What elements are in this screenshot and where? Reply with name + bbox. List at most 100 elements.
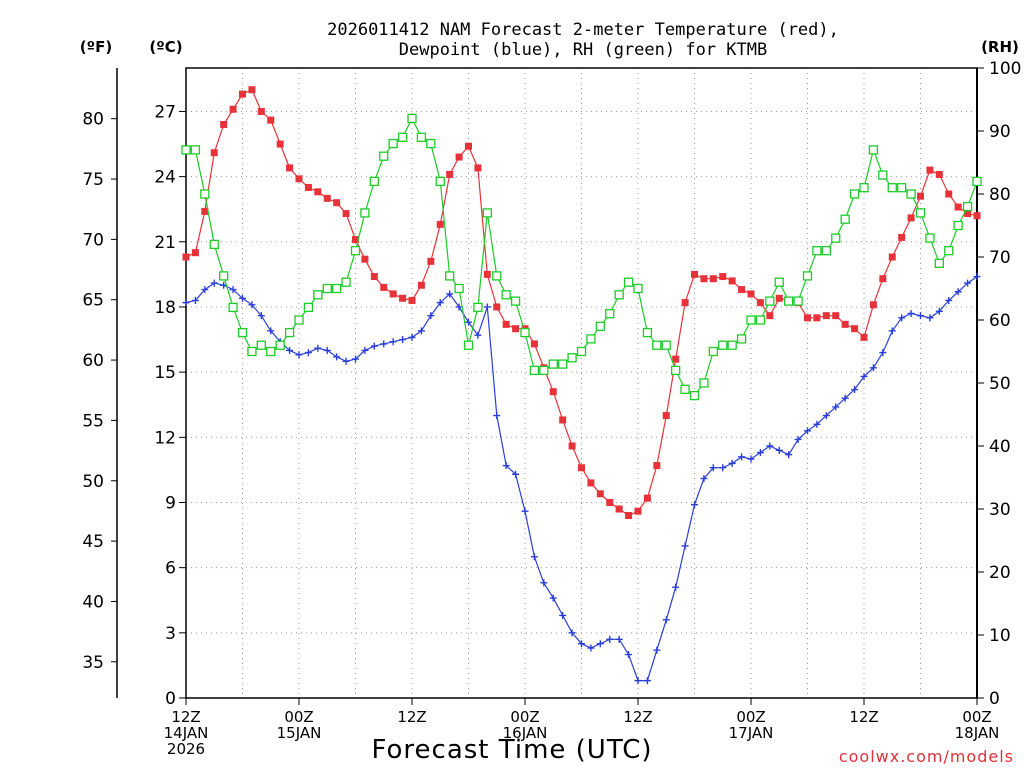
dewpoint-point bbox=[709, 464, 717, 472]
dewpoint-point bbox=[304, 349, 312, 357]
temperature-point bbox=[182, 253, 190, 261]
tick-labels: 0 3 6 9 12 15 18 21 24 27 35 40 45 50 55 60 65 70 75 80 0 10 2… bbox=[82, 59, 1021, 758]
rh-point bbox=[397, 132, 408, 142]
celsius-tick-label: 12 bbox=[154, 428, 176, 448]
celsius-tick-label: 18 bbox=[154, 298, 176, 318]
rh-point bbox=[332, 283, 342, 294]
temperature-point bbox=[191, 249, 199, 257]
rh-point bbox=[944, 246, 954, 256]
dewpoint-point bbox=[549, 594, 557, 602]
dewpoint-point bbox=[879, 349, 887, 357]
fahrenheit-tick-label: 45 bbox=[82, 532, 104, 552]
dewpoint-point bbox=[530, 553, 538, 561]
temperature-point bbox=[304, 183, 312, 191]
dewpoint-point bbox=[474, 331, 482, 339]
rh-point bbox=[736, 334, 747, 344]
rh-point bbox=[671, 365, 681, 376]
dewpoint-point bbox=[775, 446, 783, 454]
rh-point bbox=[256, 340, 266, 350]
temperature-point bbox=[625, 512, 633, 520]
dewpoint-point bbox=[333, 353, 341, 361]
dewpoint-point bbox=[596, 640, 604, 648]
temperature-point bbox=[643, 494, 651, 502]
temperature-point bbox=[427, 257, 435, 265]
temperature-point bbox=[408, 296, 416, 304]
dewpoint-point bbox=[700, 475, 708, 483]
temperature-point bbox=[775, 294, 783, 302]
fahrenheit-tick-label: 60 bbox=[82, 351, 104, 371]
rh-point bbox=[849, 189, 860, 199]
temperature-point bbox=[210, 149, 218, 157]
dewpoint-point bbox=[229, 286, 237, 294]
rh-point bbox=[793, 296, 803, 306]
rh-point bbox=[416, 132, 427, 142]
x-tick-label: 12Z bbox=[397, 708, 426, 726]
dewpoint-point bbox=[370, 342, 378, 350]
rh-point bbox=[501, 290, 511, 300]
dewpoint-point bbox=[785, 451, 793, 459]
rh-point bbox=[548, 359, 558, 369]
rh-point bbox=[887, 183, 897, 193]
rh-tick-label: 90 bbox=[989, 122, 1011, 142]
temperature-point bbox=[907, 214, 915, 222]
temperature-point bbox=[917, 192, 924, 200]
temperature-point bbox=[465, 142, 472, 150]
dewpoint-point bbox=[681, 542, 689, 550]
temperature-point bbox=[333, 199, 341, 207]
rh-point bbox=[294, 315, 304, 325]
rh-point bbox=[586, 334, 596, 344]
rh-point bbox=[266, 346, 276, 357]
temperature-point bbox=[248, 86, 256, 94]
rh-tick-label: 80 bbox=[989, 185, 1011, 205]
rh-point bbox=[595, 321, 605, 331]
dewpoint-point bbox=[945, 296, 953, 304]
rh-point bbox=[972, 176, 982, 187]
celsius-tick-label: 24 bbox=[154, 168, 176, 188]
x-axis-label: Forecast Time (UTC) bbox=[371, 735, 652, 765]
dewpoint-point bbox=[606, 635, 614, 643]
rh-point bbox=[812, 246, 822, 256]
fahrenheit-tick-label: 35 bbox=[82, 653, 104, 673]
x-tick-label: 12Z bbox=[623, 708, 652, 726]
rh-tick-label: 60 bbox=[989, 311, 1011, 331]
rh-tick-label: 0 bbox=[989, 689, 1000, 709]
temperature-point bbox=[220, 120, 228, 128]
temperature-point bbox=[314, 188, 322, 196]
rh-point bbox=[755, 315, 766, 325]
dewpoint-point bbox=[201, 286, 209, 294]
dewpoint-point bbox=[483, 303, 491, 311]
temperature-point bbox=[879, 275, 887, 283]
rh-point bbox=[482, 208, 492, 218]
temperature-point bbox=[813, 314, 821, 322]
temperature-point bbox=[295, 175, 303, 183]
rh-point bbox=[313, 290, 323, 300]
temperature-point bbox=[681, 299, 689, 307]
rh-point bbox=[953, 220, 963, 231]
dewpoint-point bbox=[455, 303, 463, 311]
rh-point bbox=[567, 353, 577, 363]
dewpoint-point bbox=[851, 386, 859, 394]
temperature-point bbox=[860, 333, 868, 341]
rh-point bbox=[379, 151, 389, 161]
rh-point bbox=[614, 290, 624, 300]
chart-title-line-1: 2026011412 NAM Forecast 2-meter Temperat… bbox=[327, 20, 839, 40]
temperature-point bbox=[587, 479, 595, 487]
dewpoint-point bbox=[756, 449, 764, 457]
x-tick-label: 00Z bbox=[510, 708, 539, 726]
dewpoint-point bbox=[804, 427, 811, 435]
dewpoint-point bbox=[399, 336, 407, 344]
rh-point bbox=[303, 302, 314, 313]
dewpoint-point bbox=[417, 327, 425, 335]
rh-point bbox=[190, 145, 201, 155]
rh-point bbox=[181, 145, 191, 155]
temperature-point bbox=[954, 203, 962, 211]
temperature-point bbox=[455, 153, 463, 161]
dewpoint-point bbox=[954, 288, 962, 296]
gridlines bbox=[186, 68, 977, 698]
temperature-point bbox=[549, 388, 557, 396]
rh-point bbox=[708, 346, 718, 357]
rh-point bbox=[925, 233, 935, 243]
temperature-point bbox=[634, 507, 642, 515]
temperature-series bbox=[182, 86, 981, 520]
rh-point bbox=[934, 258, 944, 268]
